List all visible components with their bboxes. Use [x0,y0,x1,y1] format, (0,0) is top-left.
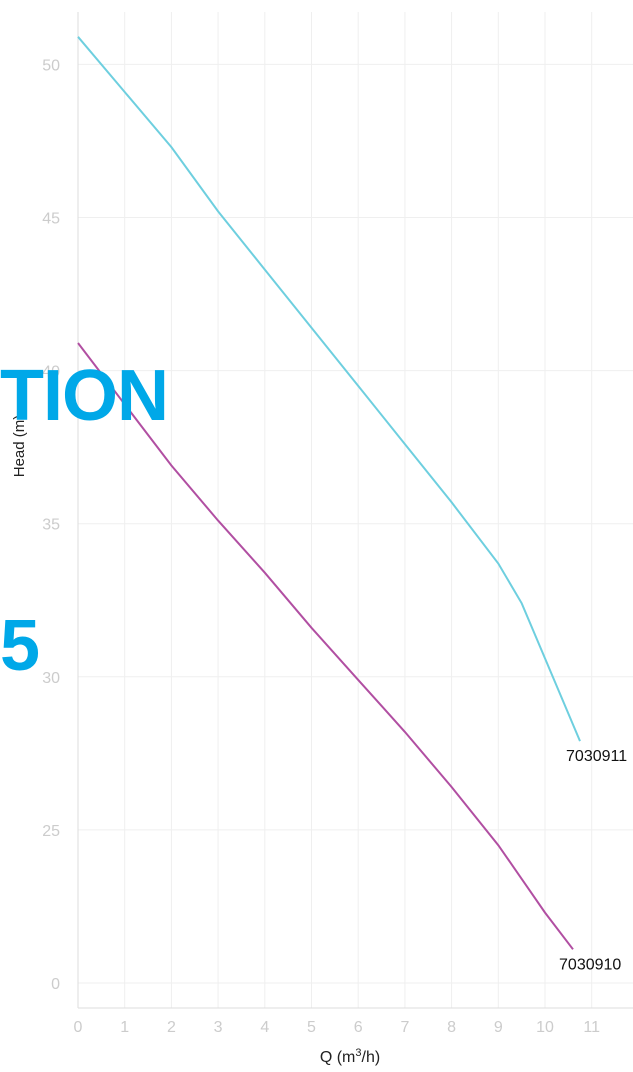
y-tick-label: 0 [51,976,60,993]
x-tick-label: 2 [167,1019,176,1036]
y-tick-label: 50 [42,57,60,74]
series-lines [77,36,581,950]
x-tick-label: 9 [494,1019,503,1036]
x-axis-label: Q (m3/h) [320,1047,380,1066]
series-label-7030911: 7030911 [566,748,627,765]
series-line-7030911 [77,36,581,742]
x-tick-label: 11 [583,1019,600,1036]
x-tick-label: 6 [354,1019,363,1036]
y-tick-label: 35 [42,517,60,534]
x-tick-label: 4 [260,1019,269,1036]
x-tick-label: 0 [74,1019,83,1036]
x-axis-label-tail: /h) [362,1049,381,1066]
axes [77,12,633,1009]
y-tick-label: 25 [42,823,60,840]
y-tick-label: 45 [42,211,60,228]
y-tick-label: 30 [42,670,60,687]
x-axis-label-superscript: 3 [355,1047,361,1059]
watermark-text-2: 5 [0,610,40,682]
x-tick-label: 7 [400,1019,409,1036]
x-tick-label: 1 [120,1019,129,1036]
x-tick-label: 8 [447,1019,456,1036]
y-tick-label: 40 [42,364,60,381]
watermark-line-1: TION [0,356,169,436]
watermark-text-1: TION [0,356,169,436]
series-labels: 7030911 7030910 [559,748,627,973]
watermark-line-2: 5 [0,606,41,686]
y-tick-labels: 0 25 30 35 40 45 50 [42,57,60,993]
grid [77,12,633,1008]
series-label-7030910: 7030910 [559,956,621,973]
x-tick-label: 3 [214,1019,223,1036]
y-axis-label: Head (m) [11,415,28,478]
series-line-7030910 [77,342,574,950]
x-tick-labels: 0 1 2 3 4 5 6 7 8 9 10 11 [74,1019,601,1036]
x-tick-label: 5 [307,1019,316,1036]
x-axis-label-base: Q (m [320,1049,356,1066]
x-tick-label: 10 [536,1019,554,1036]
